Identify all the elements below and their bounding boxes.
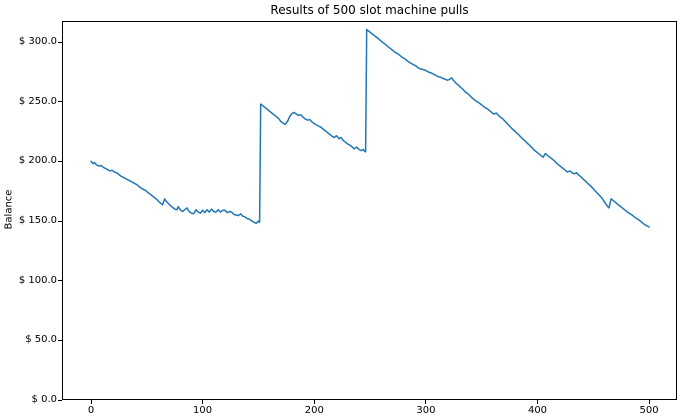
y-tick-mark (58, 41, 62, 43)
y-axis-label: Balance (3, 189, 15, 230)
y-tick-label: $ 50.0 (25, 334, 57, 346)
x-tick-mark (90, 400, 92, 404)
y-tick-label: $ 150.0 (18, 215, 57, 226)
x-tick-mark (202, 400, 204, 404)
x-tick-mark (537, 400, 538, 404)
x-tick-label: 200 (304, 405, 324, 416)
balance-series-line (90, 28, 650, 228)
y-tick-mark (58, 220, 62, 222)
y-tick-label: $ 200.0 (18, 155, 57, 167)
x-tick-mark (313, 400, 315, 404)
chart-title: Results of 500 slot machine pulls (270, 3, 469, 17)
plot-area (62, 21, 677, 400)
y-tick-mark (58, 399, 62, 401)
y-tick-label: $ 100.0 (18, 274, 57, 286)
y-tick-mark (58, 339, 62, 341)
y-tick-label: $ 250.0 (18, 95, 57, 107)
y-tick-mark (58, 101, 62, 103)
x-tick-mark (425, 400, 427, 404)
y-tick-label: $ 300.0 (18, 36, 57, 47)
y-tick-mark (58, 280, 62, 282)
x-tick-label: 300 (416, 405, 436, 416)
x-tick-label: 500 (639, 405, 659, 416)
x-tick-label: 100 (193, 405, 213, 416)
x-tick-label: 400 (527, 405, 548, 416)
y-tick-mark (58, 160, 62, 162)
x-tick-mark (648, 400, 650, 404)
y-tick-label: $ 0.0 (31, 394, 57, 405)
x-tick-label: 0 (87, 405, 95, 416)
